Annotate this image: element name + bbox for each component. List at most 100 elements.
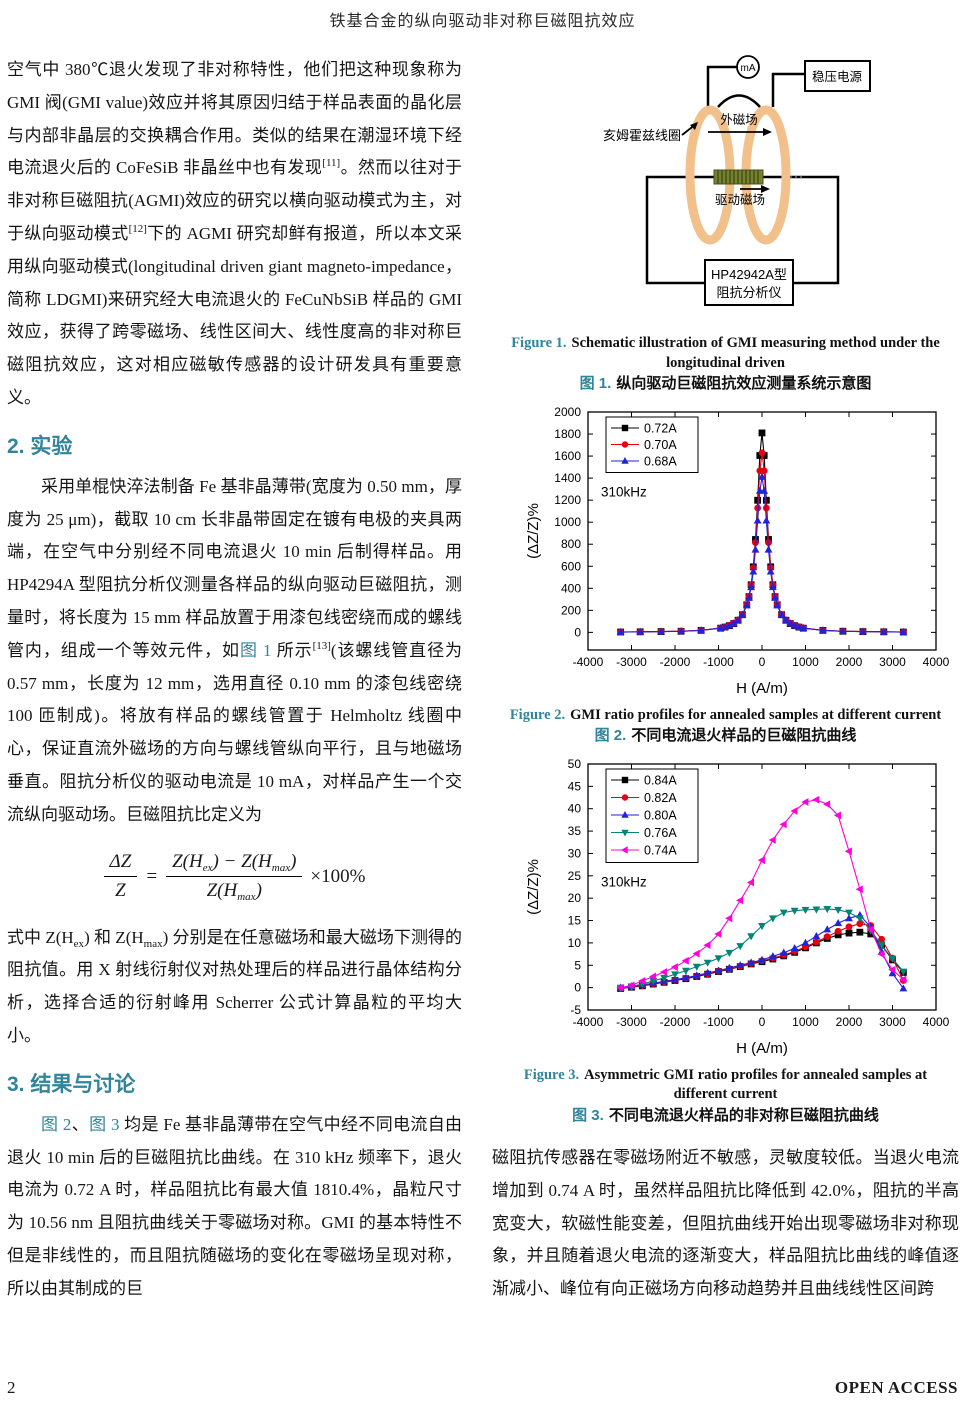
analyzer-label-line1: HP42942A型 bbox=[711, 267, 787, 282]
figure1-caption-label-zh: 图 1. bbox=[579, 375, 612, 392]
text-segment: ) bbox=[290, 851, 297, 873]
text-segment: Z(H bbox=[206, 880, 238, 902]
figure3-caption-text-zh: 不同电流退火样品的非对称巨磁阻抗曲线 bbox=[608, 1106, 879, 1124]
svg-text:0.76A: 0.76A bbox=[644, 826, 677, 840]
svg-text:35: 35 bbox=[568, 824, 582, 838]
svg-text:0.82A: 0.82A bbox=[644, 791, 677, 805]
y-axis-label: (ΔZ/Z)% bbox=[525, 859, 542, 915]
equals-sign: = bbox=[145, 865, 159, 887]
figure2-caption-label-en: Figure 2. bbox=[509, 706, 566, 723]
power-supply-box: 稳压电源 bbox=[804, 60, 871, 92]
figure3-caption: Figure 3. Asymmetric GMI ratio profiles f… bbox=[500, 1066, 951, 1126]
text-segment: ) 和 Z(H bbox=[84, 927, 144, 947]
svg-text:-2000: -2000 bbox=[660, 655, 691, 669]
analyzer-label-line2: 阻抗分析仪 bbox=[716, 285, 781, 300]
text-segment: ) 分别是在任意磁场和最大磁场下测得的阻抗值。用 X 射线衍射仪对热处理后的样品… bbox=[7, 927, 463, 1045]
svg-text:1000: 1000 bbox=[792, 655, 819, 669]
svg-text:3000: 3000 bbox=[879, 1015, 906, 1029]
frequency-annotation: 310kHz bbox=[601, 874, 647, 889]
analyzer-box: HP42942A型 阻抗分析仪 bbox=[704, 259, 794, 306]
svg-text:20: 20 bbox=[568, 891, 582, 905]
series-0.68A bbox=[616, 472, 908, 635]
figure1-diagram: mA 稳压电源 HP42942A型 阻抗分析仪 亥姆霍兹线圈 外磁场 驱动磁场 bbox=[603, 55, 871, 306]
text-segment: [13] bbox=[312, 639, 331, 652]
svg-text:0.72A: 0.72A bbox=[644, 421, 677, 435]
fraction: ΔZ Z bbox=[103, 850, 138, 903]
figure-reference: 图 3 bbox=[89, 1114, 120, 1134]
text-segment: Z(H bbox=[172, 851, 203, 873]
svg-text:-5: -5 bbox=[570, 1003, 581, 1017]
wire-dots bbox=[789, 175, 803, 179]
figure2-caption-zh: 图 2. 不同电流退火样品的巨磁阻抗曲线 bbox=[500, 726, 951, 746]
svg-text:1000: 1000 bbox=[554, 515, 581, 529]
svg-text:5: 5 bbox=[574, 958, 581, 972]
right-column: mA 稳压电源 HP42942A型 阻抗分析仪 亥姆霍兹线圈 外磁场 驱动磁场 bbox=[492, 44, 959, 1306]
text-segment: 下的 AGMI 研究却鲜有报道，所以本文采用纵向驱动模式(longitudina… bbox=[7, 223, 462, 407]
gmi-ratio-formula: ΔZ Z = Z(Hex) − Z(Hmax) Z(Hmax) ×100% bbox=[7, 844, 462, 910]
external-field-arrow bbox=[708, 128, 772, 136]
text-segment: ex bbox=[73, 937, 85, 950]
fraction: Z(Hex) − Z(Hmax) Z(Hmax) bbox=[166, 850, 303, 903]
section-heading: 3. 结果与讨论 bbox=[7, 1072, 136, 1096]
svg-text:30: 30 bbox=[568, 846, 582, 860]
driving-field-label: 驱动磁场 bbox=[715, 192, 765, 207]
y-axis-label: (ΔZ/Z)% bbox=[525, 503, 542, 559]
svg-text:-4000: -4000 bbox=[573, 655, 604, 669]
ma-meter-label: mA bbox=[741, 63, 756, 74]
text-segment: 均是 Fe 基非晶薄带在空气中经不同电流自由退火 10 min 后的巨磁阻抗比曲… bbox=[7, 1114, 463, 1298]
figure3-caption-en: Figure 3. Asymmetric GMI ratio profiles f… bbox=[500, 1066, 951, 1105]
figure2-caption: Figure 2. GMI ratio profiles for annealed… bbox=[500, 706, 951, 746]
text-segment: max bbox=[143, 937, 163, 950]
text-segment: [11] bbox=[322, 157, 341, 170]
figure3-caption-text-en: Asymmetric GMI ratio profiles for anneal… bbox=[584, 1066, 928, 1103]
text-segment: (该螺线管直径为 0.57 mm，长度为 12 mm，选用直径 0.10 mm … bbox=[7, 640, 463, 824]
footer-open-access-label: OPEN ACCESS bbox=[834, 1378, 958, 1397]
text-segment: 磁阻抗传感器在零磁场附近不敏感，灵敏度较低。当退火电流增加到 0.74 A 时，… bbox=[492, 1148, 959, 1299]
figure2-caption-label-zh: 图 2. bbox=[594, 727, 627, 744]
axes: -4000 -3000 -2000 -1000 0 1000 2000 3000 4000 0 20… bbox=[525, 405, 950, 697]
x-axis-label: H (A/m) bbox=[736, 1040, 788, 1057]
solenoid bbox=[713, 169, 764, 185]
right-column-paragraph: 磁阻抗传感器在零磁场附近不敏感，灵敏度较低。当退火电流增加到 0.74 A 时，… bbox=[492, 1142, 959, 1306]
left-column-flow: 空气中 380℃退火发现了非对称特性，他们把这种现象称为 GMI 阀(GMI v… bbox=[7, 54, 462, 1306]
figure2-chart: -4000 -3000 -2000 -1000 0 1000 2000 3000 4000 0 20… bbox=[525, 405, 950, 697]
figure1-caption-text-zh: 纵向驱动巨磁阻抗效应测量系统示意图 bbox=[616, 375, 872, 392]
svg-text:2000: 2000 bbox=[836, 655, 863, 669]
figure1-caption-en: Figure 1. Schematic illustration of GMI m… bbox=[500, 334, 951, 373]
svg-text:0: 0 bbox=[574, 625, 581, 639]
svg-text:0.68A: 0.68A bbox=[644, 454, 677, 468]
svg-text:400: 400 bbox=[561, 581, 581, 595]
text-segment: ) bbox=[255, 880, 262, 902]
figure3-caption-label-zh: 图 3. bbox=[572, 1106, 604, 1124]
wire-supply-to-right-coil bbox=[771, 72, 805, 107]
paragraph: 空气中 380℃退火发现了非对称特性，他们把这种现象称为 GMI 阀(GMI v… bbox=[7, 54, 462, 415]
text-segment: max bbox=[271, 862, 291, 875]
figure-reference: 图 2 bbox=[41, 1114, 72, 1134]
axes: -4000 -3000 -2000 -1000 0 1000 2000 3000 4000 -5 0… bbox=[525, 757, 950, 1057]
svg-text:2000: 2000 bbox=[554, 405, 581, 419]
text-segment: 所示 bbox=[271, 640, 313, 660]
series-0.74A bbox=[616, 795, 907, 992]
svg-text:1000: 1000 bbox=[792, 1015, 819, 1029]
external-field-label: 外磁场 bbox=[720, 112, 758, 127]
svg-text:-1000: -1000 bbox=[703, 655, 734, 669]
svg-text:4000: 4000 bbox=[923, 1015, 950, 1029]
svg-text:15: 15 bbox=[568, 913, 582, 927]
figure3-chart: -4000 -3000 -2000 -1000 0 1000 2000 3000 4000 -5 0… bbox=[525, 757, 950, 1057]
text-segment: 空气中 380℃退火发现了非对称特性，他们把这种现象称为 GMI 阀(GMI v… bbox=[7, 60, 462, 178]
figure3-caption-label-en: Figure 3. bbox=[523, 1066, 580, 1083]
paragraph: 式中 Z(Hex) 和 Z(Hmax) 分别是在任意磁场和最大磁场下测得的阻抗值… bbox=[7, 922, 462, 1053]
svg-text:0: 0 bbox=[759, 655, 766, 669]
svg-text:1400: 1400 bbox=[554, 471, 581, 485]
svg-text:0.80A: 0.80A bbox=[644, 808, 677, 822]
frequency-annotation: 310kHz bbox=[601, 484, 647, 499]
text-segment: ) − Z(H bbox=[212, 851, 272, 873]
text-segment: 。然而以往对于非对称巨磁阻抗(AGMI)效应的研究以横向驱动模式为主，对于纵向驱… bbox=[7, 158, 463, 243]
svg-text:25: 25 bbox=[568, 868, 582, 882]
svg-text:1600: 1600 bbox=[554, 449, 581, 463]
page-title: 铁基合金的纵向驱动非对称巨磁阻抗效应 bbox=[329, 13, 636, 30]
helmholtz-pointer-arrow bbox=[681, 122, 698, 136]
svg-text:4000: 4000 bbox=[923, 655, 950, 669]
figure-reference: 图 1 bbox=[239, 640, 272, 660]
figure1-caption-label-en: Figure 1. bbox=[511, 335, 567, 351]
